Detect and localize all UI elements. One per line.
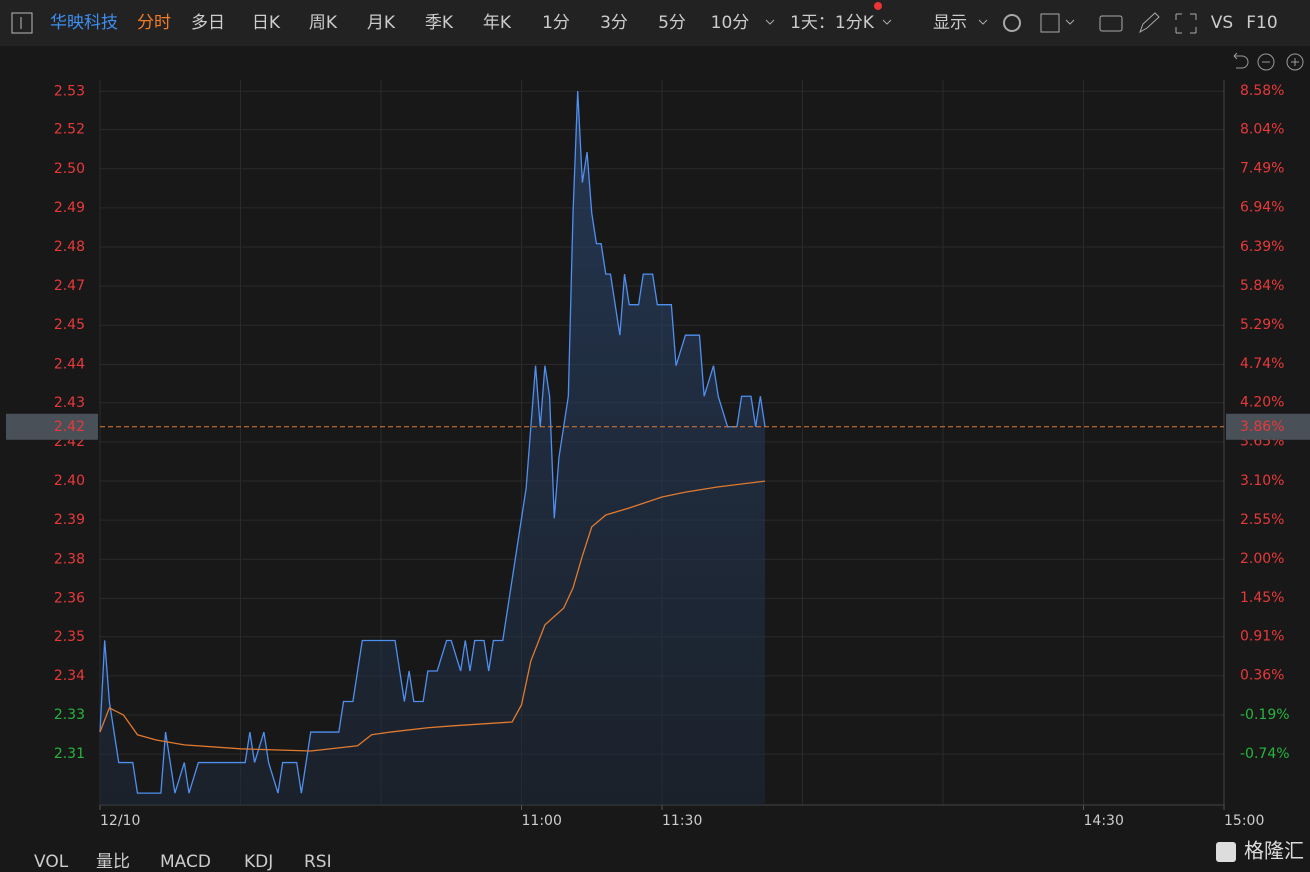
- y2-tick-label: 3.10%: [1240, 473, 1284, 489]
- toolbar-item[interactable]: 多日: [191, 13, 225, 33]
- y-tick-label: 2.49: [54, 200, 85, 216]
- line: [99, 90, 766, 794]
- y2-tick-label: 2.55%: [1240, 512, 1284, 528]
- x-tick-label: 12/10: [100, 813, 140, 829]
- line: [99, 480, 766, 752]
- y2-tick-label: 5.84%: [1240, 278, 1284, 294]
- y-tick-label: 2.50: [54, 161, 85, 177]
- y-tick-label: 2.36: [54, 590, 85, 606]
- toolbar-item[interactable]: 显示: [933, 13, 967, 33]
- y-tick-label: 2.48: [54, 239, 85, 255]
- current-price-box: [6, 413, 98, 440]
- current-pct-box: [1226, 413, 1310, 440]
- pen-icon[interactable]: [1139, 12, 1160, 34]
- y2-tick-label: 8.58%: [1240, 83, 1284, 99]
- y-tick-label: 2.33: [54, 707, 85, 723]
- y2-tick-label: 4.74%: [1240, 356, 1284, 372]
- indicator-tab[interactable]: KDJ: [244, 852, 273, 872]
- menu-icon[interactable]: [11, 12, 33, 34]
- indicator-tab[interactable]: 量比: [96, 852, 130, 872]
- toolbar-item[interactable]: 日K: [252, 13, 281, 33]
- current-pct-label: 3.86%: [1240, 419, 1284, 435]
- toolbar-item[interactable]: 月K: [367, 13, 396, 33]
- y-tick-label: 2.47: [54, 278, 85, 294]
- indicator-tab[interactable]: MACD: [160, 852, 211, 872]
- toolbar-item[interactable]: 5分: [658, 13, 686, 33]
- toolbar: [0, 0, 1310, 46]
- y2-tick-label: 0.91%: [1240, 629, 1284, 645]
- toolbar-item[interactable]: 分时: [137, 13, 171, 33]
- y2-tick-label: 1.45%: [1240, 590, 1284, 606]
- toolbar-item[interactable]: 10分: [711, 13, 750, 33]
- y2-tick-label: 6.39%: [1240, 239, 1284, 255]
- x-tick-label: 11:00: [522, 813, 562, 829]
- y2-tick-label: 2.00%: [1240, 551, 1284, 567]
- indicator-tab[interactable]: VOL: [34, 852, 69, 872]
- y2-tick-label: 0.36%: [1240, 668, 1284, 684]
- y-tick-label: 2.31: [54, 746, 85, 762]
- toolbar-item[interactable]: 3分: [600, 13, 628, 33]
- x-tick-label: 11:30: [662, 813, 702, 829]
- toolbar-item[interactable]: F10: [1246, 13, 1277, 33]
- toolbar-item[interactable]: 季K: [425, 13, 454, 33]
- fullscreen-icon[interactable]: [1175, 13, 1197, 34]
- settings-icon[interactable]: [1003, 14, 1021, 32]
- camera-icon[interactable]: [1099, 15, 1123, 32]
- y2-tick-label: -0.19%: [1240, 707, 1290, 723]
- y-tick-label: 2.38: [54, 551, 85, 567]
- y2-tick-label: -0.74%: [1240, 746, 1290, 762]
- logo-mark: [1216, 842, 1236, 862]
- y-tick-label: 2.35: [54, 629, 85, 645]
- y2-tick-label: 4.20%: [1240, 395, 1284, 411]
- y-tick-label: 2.45: [54, 317, 85, 333]
- y-tick-label: 2.34: [54, 668, 85, 684]
- area: [100, 90, 766, 805]
- y-tick-label: 2.53: [54, 83, 85, 99]
- zoom-out[interactable]: [1257, 53, 1275, 71]
- y2-tick-label: 8.04%: [1240, 121, 1284, 137]
- y2-tick-label: 7.49%: [1240, 161, 1284, 177]
- zoom-in[interactable]: [1286, 53, 1304, 71]
- toolbar-item[interactable]: 1分: [542, 13, 570, 33]
- chart-tools: [1233, 52, 1299, 69]
- indicator-tab[interactable]: RSI: [304, 852, 332, 872]
- toolbar-item[interactable]: 年K: [483, 13, 512, 33]
- dropdown-arrows: [765, 19, 1075, 25]
- toolbar-item[interactable]: 1天：1分K: [790, 13, 875, 33]
- y-tick-label: 2.40: [54, 473, 85, 489]
- toolbar-item[interactable]: 周K: [309, 13, 338, 33]
- y2-tick-label: 6.94%: [1240, 200, 1284, 216]
- y2-tick-label: 5.29%: [1240, 317, 1284, 333]
- logo: 格隆汇: [1244, 839, 1304, 863]
- chart: 2.53 2.52 2.50 2.49 2.48 2.47 2.45 2.44 2.43 2.42…: [6, 80, 1310, 829]
- y-tick-label: 2.43: [54, 395, 85, 411]
- checkbox-icon[interactable]: [1040, 13, 1060, 33]
- toolbar-item[interactable]: 华映科技: [50, 13, 118, 33]
- x-tick-label: 14:30: [1084, 813, 1124, 829]
- toolbar-item[interactable]: VS: [1211, 13, 1233, 33]
- y-tick-label: 2.39: [54, 512, 85, 528]
- y-tick-label: 2.44: [54, 356, 85, 372]
- notify-dot: [874, 2, 882, 10]
- current-price-label: 2.42: [54, 419, 85, 435]
- x-tick-label: 15:00: [1224, 813, 1264, 829]
- y-tick-label: 2.52: [54, 122, 85, 138]
